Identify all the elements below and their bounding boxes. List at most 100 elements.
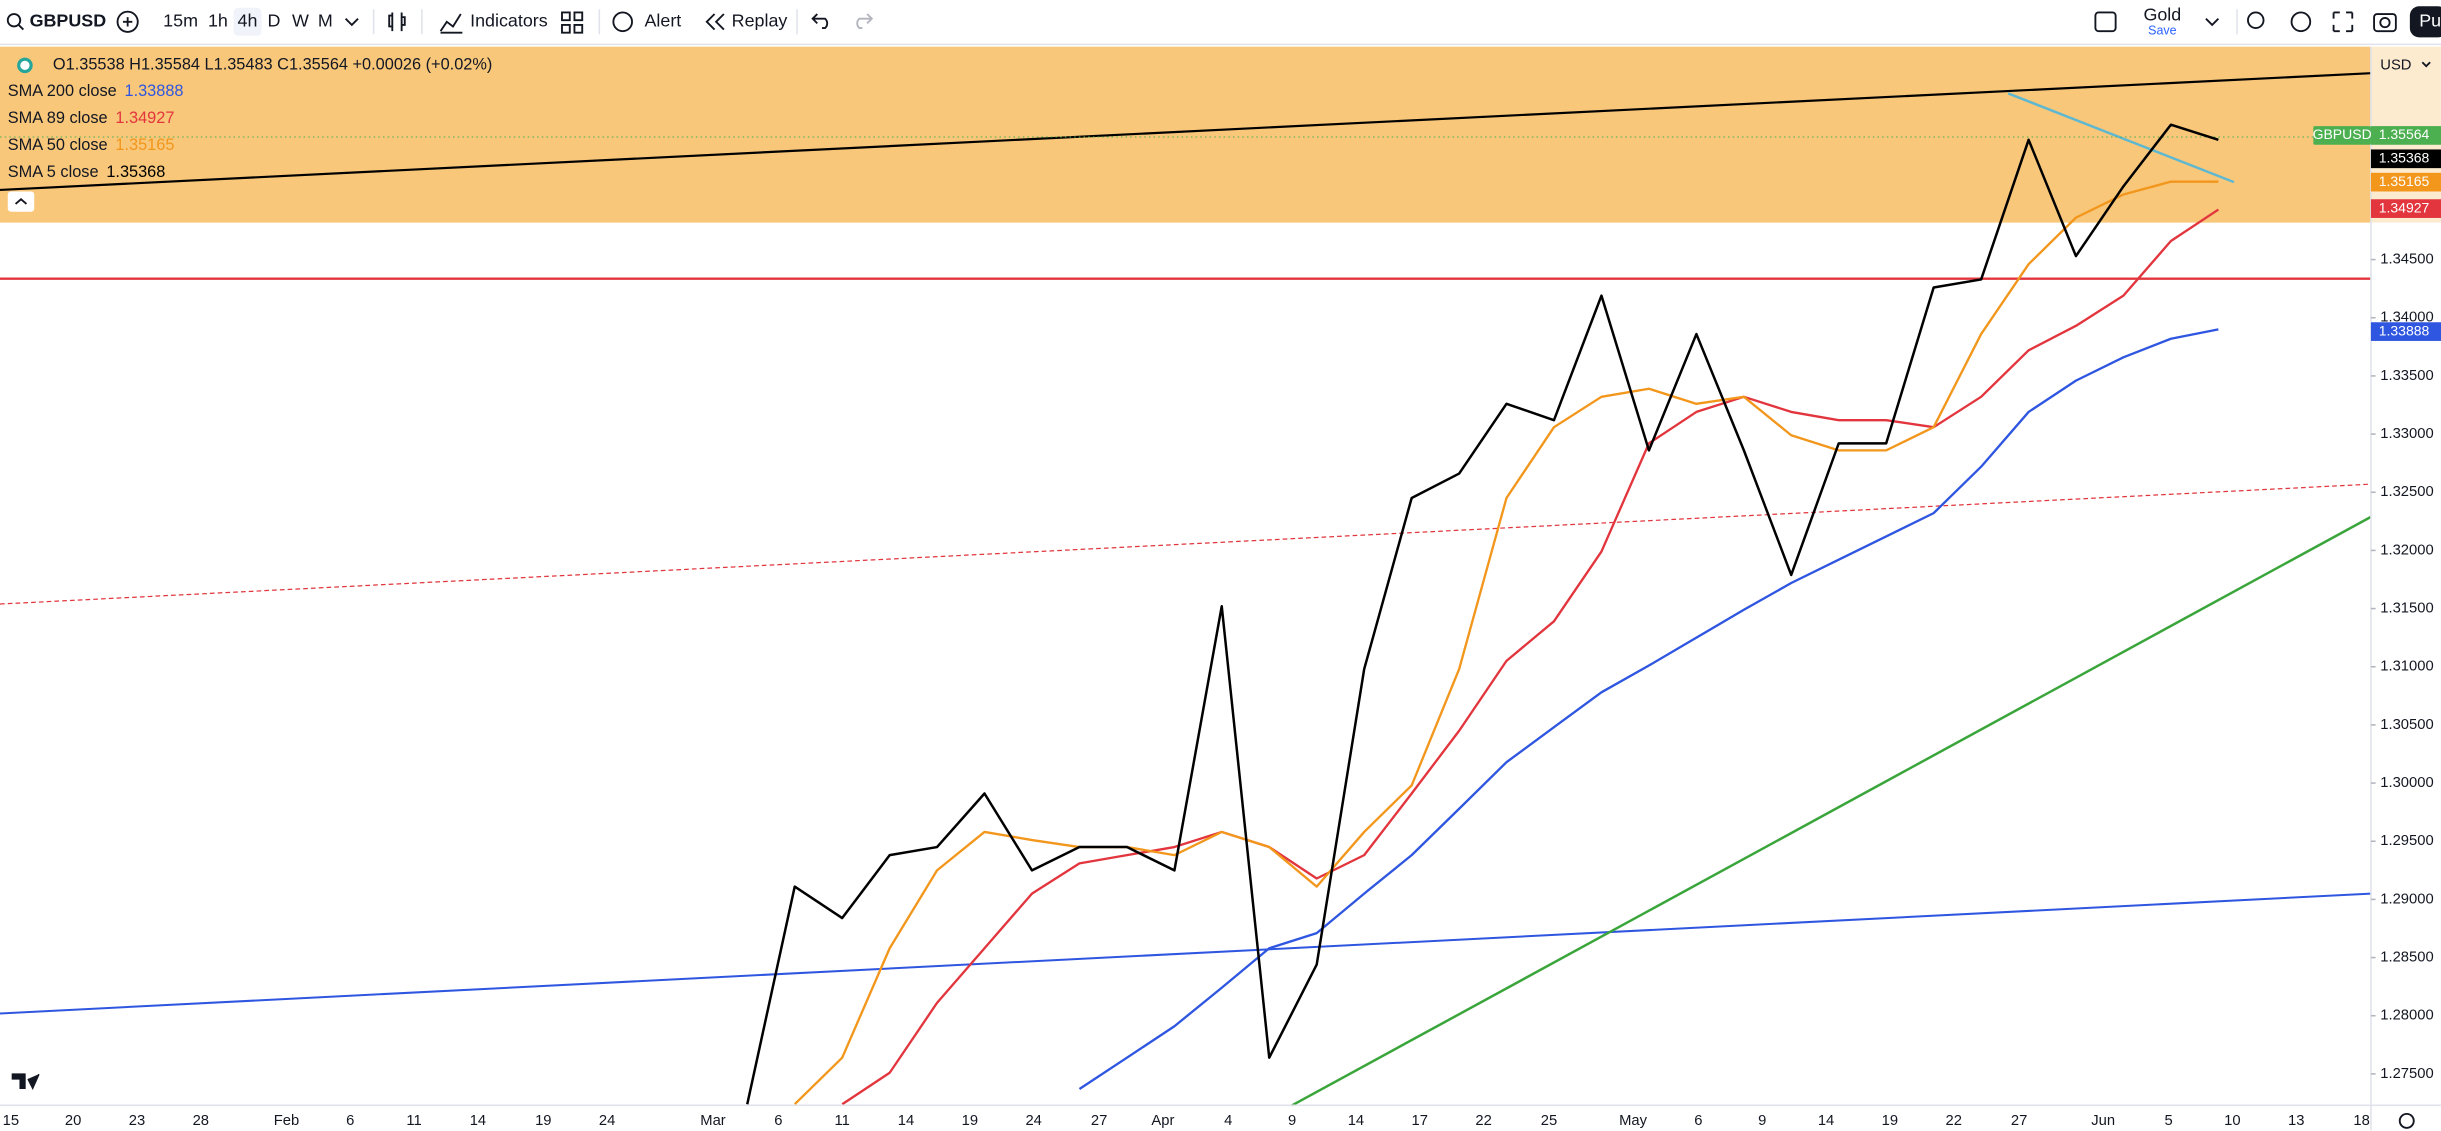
legend-name: SMA 89 close: [8, 109, 108, 127]
x-tick-label: Jun: [2091, 1113, 2115, 1129]
x-tick-label: 14: [1818, 1113, 1834, 1129]
x-tick-label: 24: [1025, 1113, 1041, 1129]
market-status: [17, 57, 33, 74]
quick-search-button[interactable]: [2247, 11, 2265, 29]
x-tick-label: Mar: [700, 1113, 726, 1129]
replay-icon[interactable]: [705, 13, 725, 31]
x-tick-label: 27: [2011, 1113, 2027, 1129]
interval-button[interactable]: 1h: [208, 11, 228, 31]
x-tick-label: 15: [3, 1113, 19, 1129]
symbol-search[interactable]: GBPUSD: [30, 11, 107, 31]
layout-name[interactable]: Gold: [2143, 4, 2181, 24]
x-tick-label: 13: [2288, 1113, 2304, 1129]
y-tick-label: 1.34000: [2380, 310, 2433, 326]
y-tick-label: 1.31000: [2380, 659, 2433, 675]
x-tick-label: 9: [1758, 1113, 1766, 1129]
x-tick-label: 19: [962, 1113, 978, 1129]
x-tick-label: 25: [1541, 1113, 1557, 1129]
alert-button[interactable]: Alert: [644, 11, 681, 31]
compare-button[interactable]: [116, 10, 139, 33]
sma-tag-bg: [2370, 172, 2441, 192]
legend: O1.35538 H1.35584 L1.35483 C1.35564 +0.0…: [7, 56, 492, 212]
sma-tag: 1.35165: [2379, 173, 2430, 189]
blue-trendline[interactable]: [0, 892, 2371, 1015]
alert-icon[interactable]: [612, 11, 633, 33]
interval-button[interactable]: 4h: [238, 11, 258, 31]
currency-label[interactable]: USD: [2380, 57, 2411, 73]
interval-button[interactable]: W: [292, 11, 309, 31]
account-label[interactable]: Pu: [2419, 11, 2441, 31]
collapse-legend[interactable]: [7, 191, 35, 212]
symbol-tag: GBPUSD: [2313, 126, 2372, 142]
y-tick-label: 1.30000: [2380, 775, 2433, 791]
fullscreen-button[interactable]: [2332, 11, 2354, 33]
x-tick-label: 14: [1348, 1113, 1364, 1129]
x-tick-label: 5: [2164, 1113, 2172, 1129]
x-tick-label: 11: [406, 1113, 421, 1129]
x-tick-label: 19: [1882, 1113, 1898, 1129]
x-tick-label: 19: [535, 1113, 551, 1129]
legend-name: SMA 200 close: [8, 82, 117, 100]
x-tick-label: 11: [835, 1113, 850, 1129]
replay-button[interactable]: Replay: [732, 11, 788, 31]
dashed-trendline[interactable]: [0, 483, 2371, 605]
x-tick-label: 6: [1694, 1113, 1702, 1129]
price-axis: 1.27500 1.28000 1.28500 1.29000 1.29500 1.300…: [2370, 251, 2434, 1082]
y-tick-label: 1.27500: [2380, 1066, 2433, 1082]
y-tick-label: 1.30500: [2380, 717, 2433, 733]
templates-button[interactable]: [561, 11, 584, 34]
layout-button[interactable]: [2094, 11, 2117, 33]
x-tick-label: 14: [898, 1113, 914, 1129]
legend-value: 1.33888: [124, 82, 183, 100]
sma-tag-bg: [2370, 149, 2441, 169]
y-tick-label: 1.28500: [2380, 949, 2433, 965]
interval-button[interactable]: 15m: [163, 11, 198, 31]
indicators-button[interactable]: Indicators: [470, 11, 548, 31]
interval-button[interactable]: M: [318, 11, 333, 31]
interval-dropdown[interactable]: [344, 18, 359, 27]
chart-type-button[interactable]: [388, 12, 406, 32]
settings-button[interactable]: [2290, 11, 2312, 33]
indicators-icon[interactable]: [439, 13, 463, 34]
series-line: [841, 208, 2220, 1106]
x-tick-label: 28: [193, 1113, 209, 1129]
x-tick-label: 23: [129, 1113, 145, 1129]
tv-logo[interactable]: [11, 1073, 40, 1091]
x-tick-label: 27: [1091, 1113, 1107, 1129]
x-tick-label: 6: [346, 1113, 354, 1129]
interval-button[interactable]: D: [268, 11, 281, 31]
series-layer: [746, 123, 2220, 1106]
y-tick-label: 1.31500: [2380, 600, 2433, 616]
snapshot-lens: [2379, 16, 2391, 29]
time-axis: 15 20 23 28 Feb 6 11 14 19 24 Mar 6 11 14 19 24 27 Apr 4 9 1…: [3, 1113, 2370, 1129]
x-tick-label: 22: [1946, 1113, 1962, 1129]
account-button[interactable]: [2409, 6, 2441, 38]
sma-tag: 1.33888: [2379, 322, 2430, 338]
legend-rows: SMA 200 close 1.33888 SMA 89 close 1.34927 S…: [8, 82, 184, 181]
search-icon[interactable]: [6, 13, 22, 28]
sma-tag: 1.35368: [2379, 149, 2430, 165]
green-trendline[interactable]: [1291, 515, 2372, 1107]
save-label[interactable]: Save: [2148, 23, 2176, 37]
undo-button[interactable]: [811, 13, 829, 29]
symbol-tag-bg: [2313, 126, 2371, 145]
sma-tag-bg: [2370, 322, 2441, 341]
series-line: [746, 123, 2219, 1105]
sma-tag: 1.34927: [2379, 199, 2430, 215]
redo-button[interactable]: [856, 13, 874, 29]
axis-settings[interactable]: [2398, 1112, 2415, 1129]
snapshot-button[interactable]: [2373, 13, 2397, 33]
y-tick-label: 1.28000: [2380, 1008, 2433, 1024]
x-tick-label: 22: [1475, 1113, 1491, 1129]
x-tick-label: 24: [599, 1113, 615, 1129]
layout-dropdown[interactable]: [2205, 18, 2220, 27]
currency-dropdown[interactable]: [2421, 61, 2431, 68]
legend-value: 1.34927: [115, 109, 174, 127]
highlight-zone: [0, 46, 2371, 223]
x-tick-label: 6: [774, 1113, 782, 1129]
cyan-trendline[interactable]: [2007, 92, 2235, 184]
compare-plus: [122, 17, 133, 27]
toolbar-bg: [0, 0, 2441, 44]
black-trendline[interactable]: [0, 72, 2371, 192]
y-tick-label: 1.29500: [2380, 833, 2433, 849]
